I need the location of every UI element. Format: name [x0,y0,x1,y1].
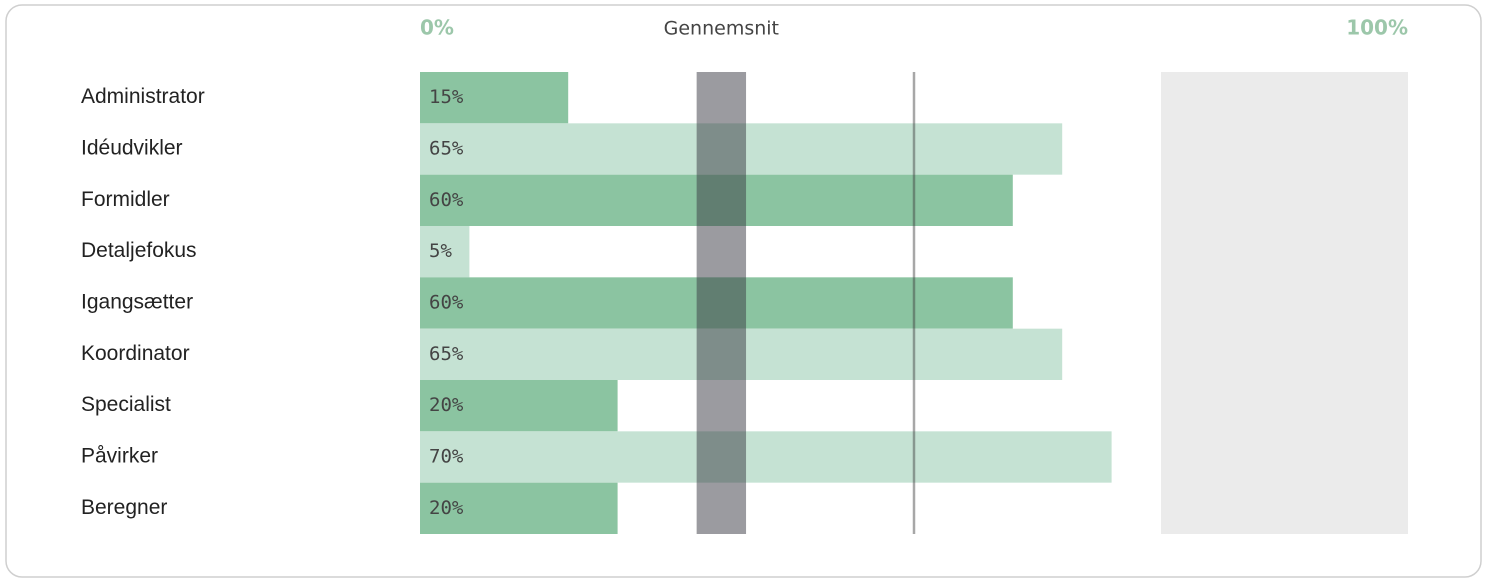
category-label: Specialist [81,393,171,416]
category-label: Koordinator [81,342,190,365]
category-label: Idéudvikler [81,137,183,160]
average-label: Gennemsnit [664,18,779,40]
value-label: 20% [429,394,464,416]
value-label: 5% [429,240,452,262]
value-label: 65% [429,343,464,365]
value-label: 15% [429,86,464,108]
bar [420,226,470,278]
value-label: 70% [429,446,464,468]
category-label: Påvirker [81,445,158,468]
x-tick-label: 100% [1346,16,1408,40]
shaded-range [1161,72,1408,534]
average-band [696,72,747,534]
category-label: Detaljefokus [81,239,197,262]
value-label: 60% [429,292,464,314]
plot: 0% 100% Administrator 15% Idéudvikler 65% Form… [81,16,1408,534]
value-label: 60% [429,189,464,211]
value-label: 65% [429,138,464,160]
bar [420,380,618,432]
bar [420,482,618,534]
category-label: Formidler [81,188,170,211]
bar [420,72,569,124]
category-label: Administrator [81,85,205,108]
category-label: Igangsætter [81,291,193,314]
x-tick-label: 0% [420,16,454,40]
value-label: 20% [429,497,464,519]
bar [420,431,1112,483]
category-label: Beregner [81,496,167,519]
